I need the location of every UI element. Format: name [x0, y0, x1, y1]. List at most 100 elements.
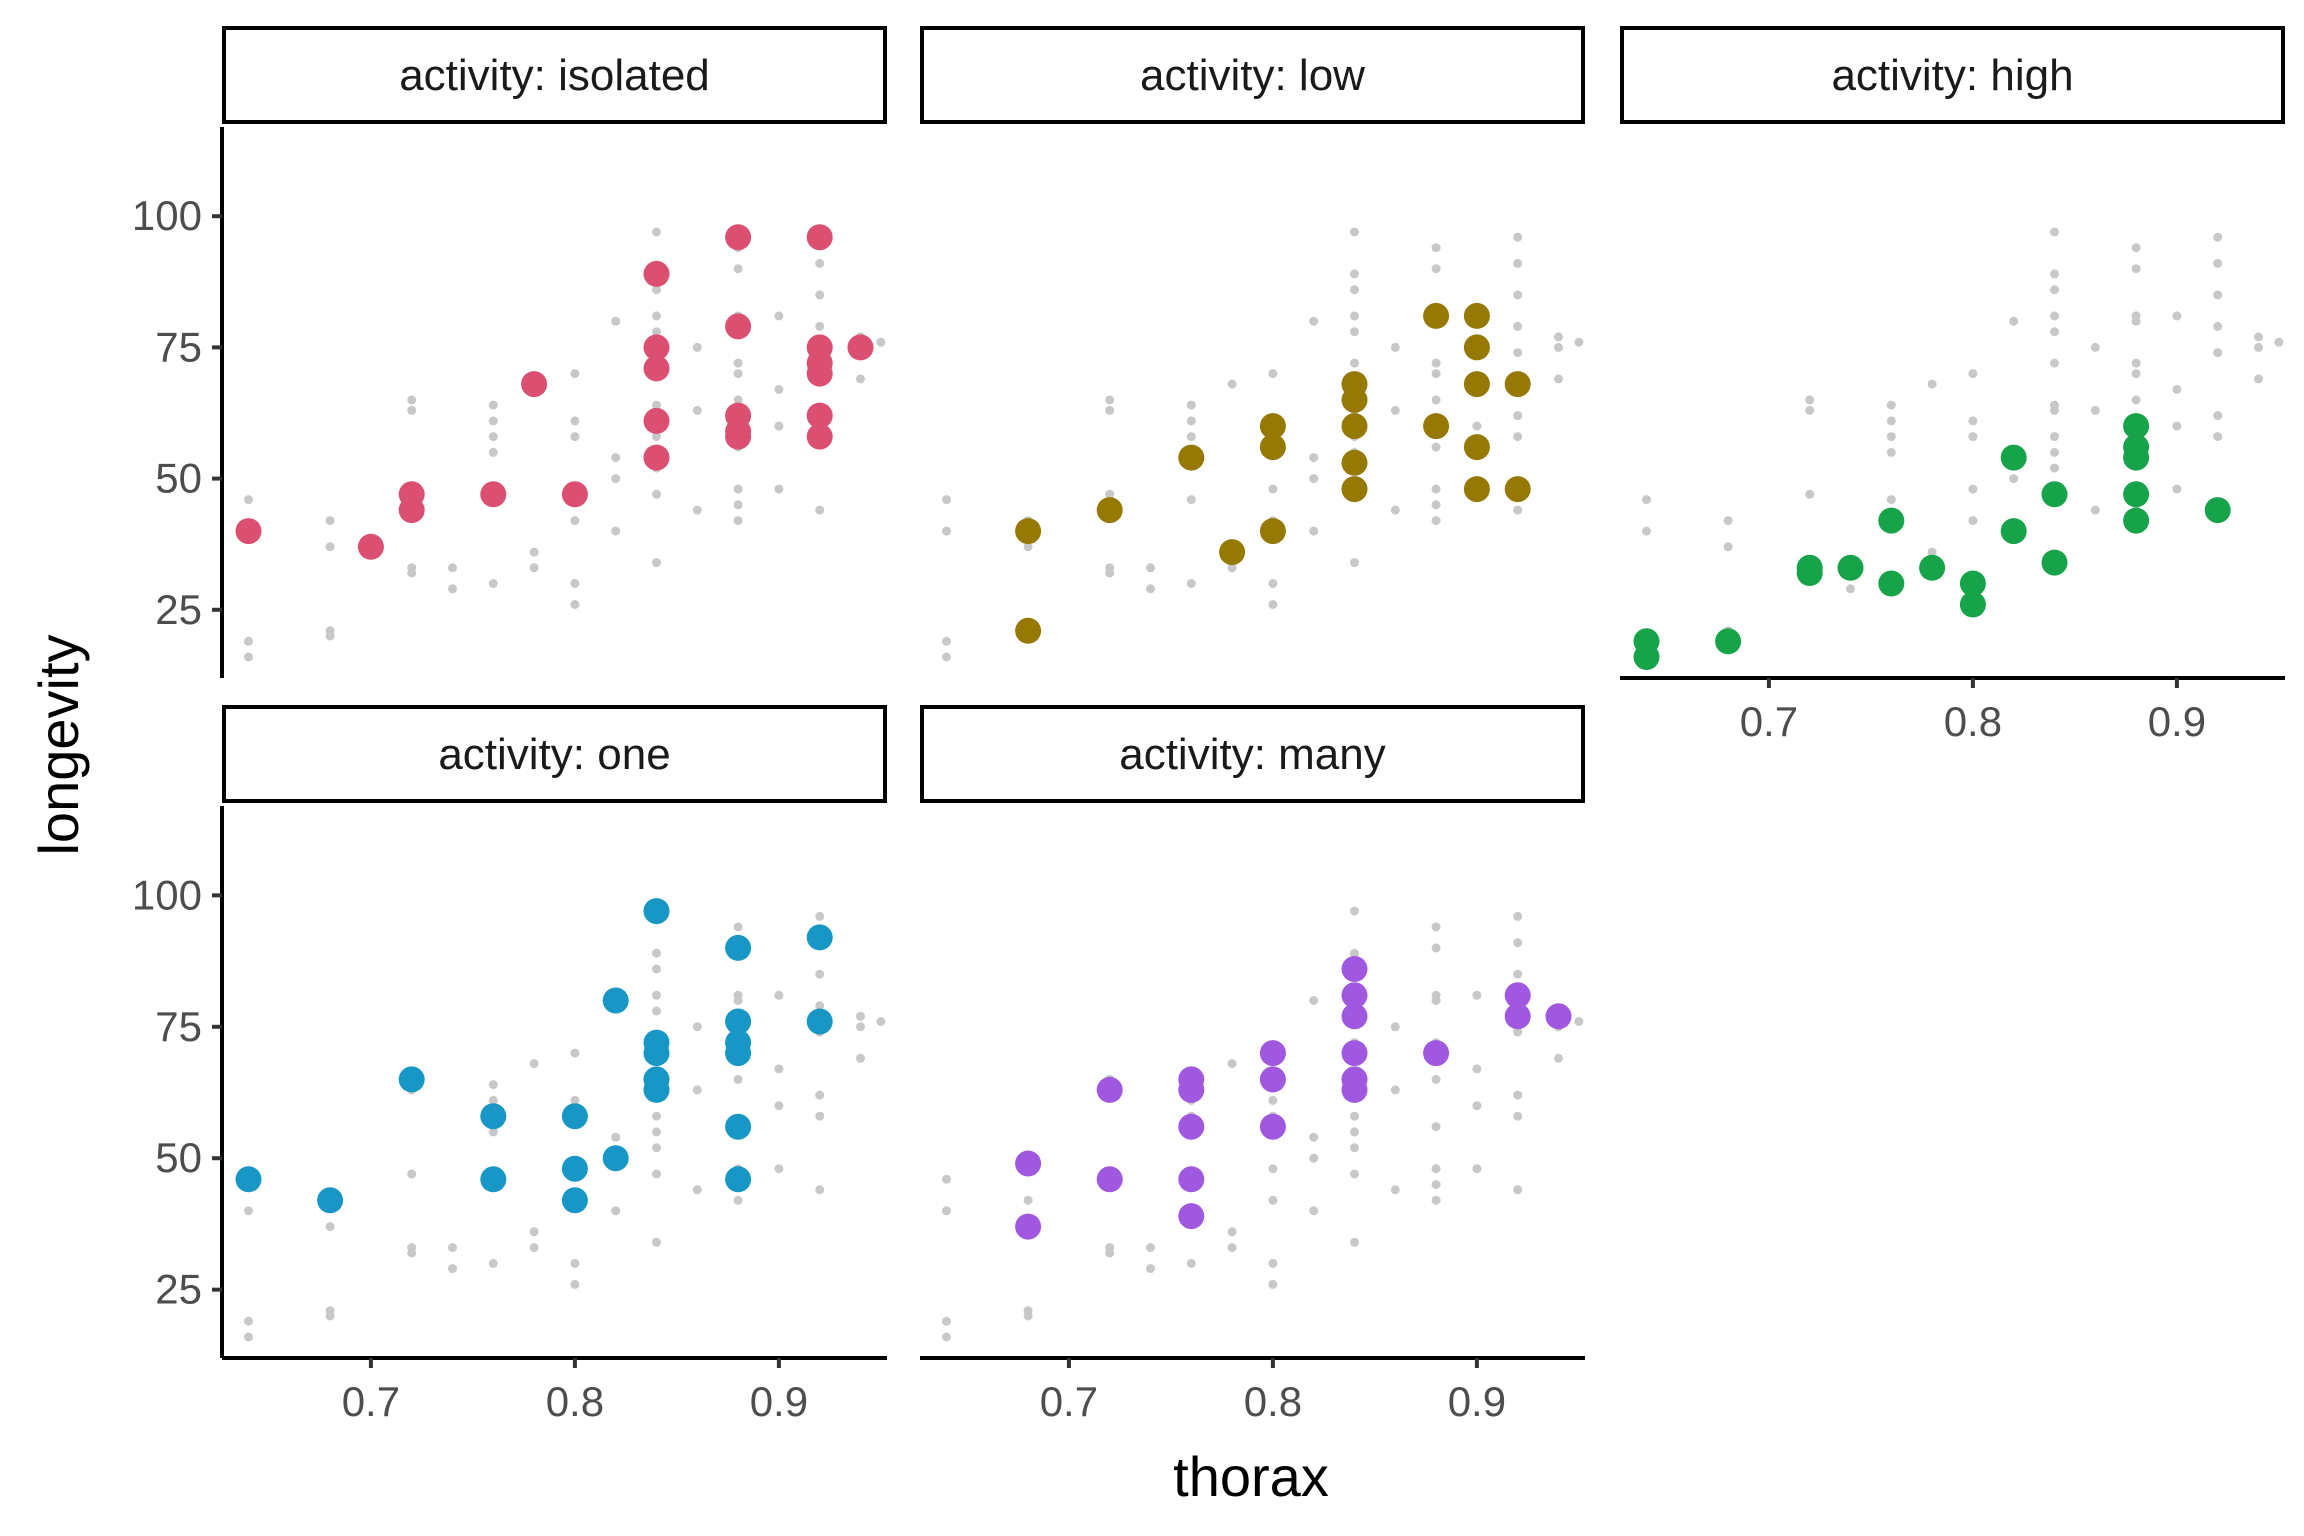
background-point: [733, 500, 743, 510]
background-point: [1227, 563, 1237, 573]
data-point-many: [1178, 1113, 1205, 1140]
data-point-isolated: [235, 518, 262, 545]
data-point-one: [561, 1103, 588, 1130]
facet-strip-label-many: activity: many: [1119, 730, 1386, 779]
background-point: [1805, 489, 1815, 499]
data-point-low: [1423, 302, 1450, 329]
background-point: [1513, 232, 1523, 242]
data-point-many: [1341, 982, 1368, 1009]
background-point: [570, 1048, 580, 1058]
facet-strip-label-high: activity: high: [1831, 51, 2073, 100]
background-point: [2090, 405, 2100, 415]
background-point: [815, 290, 825, 300]
background-point: [1268, 1258, 1278, 1268]
background-point: [1146, 563, 1155, 573]
background-point: [570, 516, 580, 526]
facet-strip-many: [920, 705, 1585, 803]
background-point: [856, 1011, 865, 1021]
y-tick-label: 50: [155, 1134, 202, 1181]
data-point-one: [725, 934, 752, 961]
background-point: [448, 584, 457, 594]
data-point-isolated: [480, 481, 507, 508]
background-point: [815, 1090, 825, 1100]
background-point: [942, 495, 951, 505]
data-point-one: [398, 1066, 425, 1093]
background-point: [774, 1064, 784, 1074]
background-point: [2050, 400, 2059, 410]
background-point: [2090, 342, 2100, 352]
background-point: [733, 264, 743, 274]
background-point: [774, 421, 784, 431]
data-point-many: [1259, 1113, 1286, 1140]
background-point: [1431, 516, 1441, 526]
y-axis-title: longevity: [27, 634, 90, 855]
background-point: [733, 516, 743, 526]
data-point-low: [1341, 476, 1368, 503]
data-point-high: [2041, 549, 2068, 576]
background-point: [1105, 395, 1115, 405]
background-point: [2050, 463, 2059, 473]
background-point: [1431, 996, 1441, 1005]
background-point: [2131, 369, 2141, 379]
background-point: [692, 342, 702, 352]
background-point: [815, 1111, 825, 1121]
background-point: [1886, 416, 1896, 426]
y-tick-label: 100: [132, 192, 202, 239]
background-point: [1268, 579, 1278, 588]
background-point: [570, 432, 580, 442]
background-point: [1146, 584, 1155, 594]
background-point: [488, 447, 498, 457]
data-point-low: [1015, 518, 1042, 545]
background-point: [652, 1006, 661, 1016]
background-point: [1431, 395, 1441, 405]
background-point: [2131, 395, 2141, 405]
background-point: [774, 384, 784, 394]
background-point: [2050, 327, 2059, 337]
background-point: [611, 453, 621, 463]
background-point: [448, 1243, 457, 1253]
background-point: [652, 432, 661, 442]
data-point-high: [1796, 554, 1823, 581]
background-point: [733, 358, 743, 368]
background-point: [1309, 1132, 1319, 1142]
background-point: [2131, 264, 2141, 274]
data-point-low: [1341, 413, 1368, 440]
background-point: [774, 1164, 784, 1174]
background-point: [448, 1264, 457, 1274]
data-point-low: [1219, 539, 1246, 566]
background-point: [1350, 1111, 1359, 1121]
background-point: [1513, 911, 1523, 921]
background-point: [1431, 484, 1441, 494]
background-point: [1227, 1227, 1237, 1237]
background-point: [1350, 558, 1359, 568]
data-point-high: [2204, 497, 2231, 524]
x-axis-title: thorax: [1173, 1445, 1329, 1508]
background-point: [1350, 1237, 1359, 1247]
background-point: [2274, 337, 2284, 347]
background-point: [1513, 348, 1523, 358]
background-point: [325, 1222, 335, 1232]
background-point: [1268, 1195, 1278, 1205]
background-point: [692, 1185, 702, 1195]
background-point: [733, 395, 743, 405]
background-point: [815, 505, 825, 515]
data-point-low: [1259, 434, 1286, 461]
background-point: [611, 1132, 621, 1142]
x-tick-label: 0.8: [546, 1378, 604, 1425]
x-tick-label: 0.7: [342, 1378, 400, 1425]
data-point-low: [1015, 617, 1042, 644]
background-point: [1350, 906, 1359, 916]
background-point: [942, 636, 951, 646]
background-point: [1968, 432, 1978, 442]
background-point: [1023, 542, 1033, 552]
background-point: [1431, 922, 1441, 932]
data-point-many: [1423, 1040, 1450, 1067]
y-tick-label: 25: [155, 1266, 202, 1313]
data-point-one: [561, 1187, 588, 1214]
background-point: [1472, 1064, 1482, 1074]
background-point: [1513, 938, 1523, 948]
background-point: [1105, 568, 1115, 578]
data-point-many: [1259, 1066, 1286, 1093]
background-point: [733, 996, 743, 1005]
background-point: [488, 1080, 498, 1090]
